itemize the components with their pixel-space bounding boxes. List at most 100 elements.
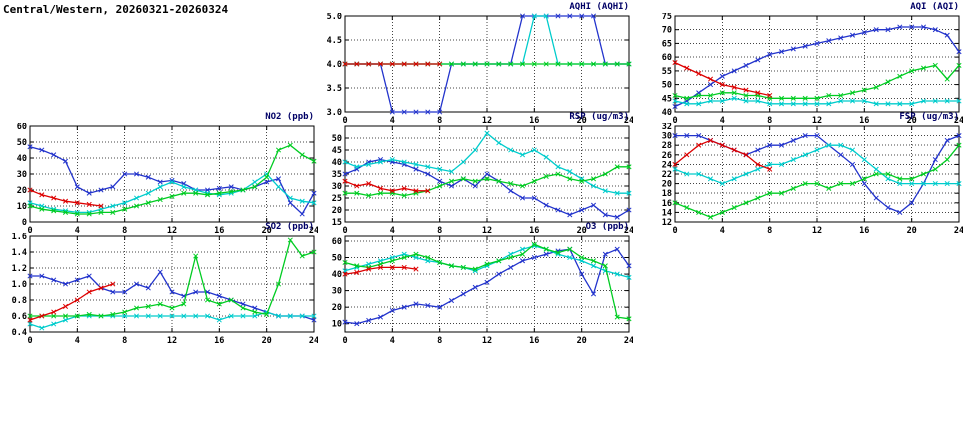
- svg-text:55: 55: [662, 67, 672, 77]
- svg-text:0: 0: [342, 116, 347, 125]
- svg-text:30: 30: [332, 287, 342, 297]
- svg-text:4: 4: [75, 226, 80, 235]
- svg-text:35: 35: [332, 170, 342, 180]
- plot-canvas: 40 45 50 55 60 65 70 75 0 4 8 12 16 20 24: [662, 13, 963, 125]
- svg-text:8: 8: [437, 116, 442, 125]
- svg-text:40: 40: [662, 108, 672, 118]
- svg-text:16: 16: [662, 199, 672, 209]
- plot-canvas: 3.0 3.5 4.0 4.5 5.0 0 4 8 12 16 20 24: [327, 13, 633, 125]
- svg-text:8: 8: [767, 226, 772, 235]
- svg-text:4: 4: [390, 336, 395, 345]
- so2-plot: 0.4 0.6 0.8 1.0 1.2 1.4 1.6 0 4 8 12 16 20 24: [2, 233, 318, 345]
- svg-text:4: 4: [720, 226, 725, 235]
- svg-text:60: 60: [332, 237, 342, 247]
- svg-text:1.0: 1.0: [12, 280, 27, 290]
- chart-no2: NO2 (ppb) 0 10 20 30 40 50 60 0 4 8 12 16 20 24: [2, 112, 318, 235]
- svg-text:0.4: 0.4: [12, 328, 27, 338]
- svg-text:24: 24: [309, 336, 318, 345]
- chart-title-no2: NO2 (ppb): [265, 112, 314, 122]
- plot-canvas: 0.4 0.6 0.8 1.0 1.2 1.4 1.6 0 4 8 12 16 20 24: [12, 233, 318, 345]
- chart-fsp: FSP (ug/m3) 12 14 16 18 20 22 24 26 28 30 32 0 4 8 12 1…: [647, 112, 963, 235]
- svg-text:12: 12: [482, 226, 492, 235]
- svg-text:45: 45: [332, 146, 342, 156]
- svg-text:8: 8: [437, 336, 442, 345]
- no2-plot: 0 10 20 30 40 50 60 0 4 8 12 16 20 24: [2, 123, 318, 235]
- svg-text:75: 75: [662, 13, 672, 22]
- svg-text:65: 65: [662, 39, 672, 49]
- chart-o3: O3 (ppb) 10 20 30 40 50 60 0 4 8 12 16 20 24: [317, 222, 633, 345]
- svg-text:0: 0: [672, 116, 677, 125]
- svg-text:20: 20: [907, 226, 917, 235]
- svg-text:4: 4: [75, 336, 80, 345]
- svg-text:24: 24: [662, 160, 672, 170]
- svg-text:0: 0: [342, 336, 347, 345]
- o3-plot: 10 20 30 40 50 60 0 4 8 12 16 20 24: [317, 233, 633, 345]
- svg-text:12: 12: [482, 336, 492, 345]
- svg-text:4: 4: [390, 116, 395, 125]
- chart-aqhi: AQHI (AQHI) 3.0 3.5 4.0 4.5 5.0 0 4 8 12 16 20 24: [317, 2, 633, 125]
- svg-text:32: 32: [662, 123, 672, 132]
- plot-canvas: 15 20 25 30 35 40 45 50 0 4 8 12 16 20 24: [332, 125, 633, 235]
- chart-rsp: RSP (ug/m3) 15 20 25 30 35 40 45 50 0 4 8 12 16 20 24: [317, 112, 633, 235]
- chart-title-aqhi: AQHI (AQHI): [569, 2, 629, 12]
- svg-text:0: 0: [27, 226, 32, 235]
- svg-text:60: 60: [662, 53, 672, 63]
- svg-text:16: 16: [529, 116, 539, 125]
- svg-text:12: 12: [482, 116, 492, 125]
- aqi-plot: 40 45 50 55 60 65 70 75 0 4 8 12 16 20 24: [647, 13, 963, 125]
- fsp-plot: 12 14 16 18 20 22 24 26 28 30 32 0 4 8 12 16 20 24: [647, 123, 963, 235]
- svg-text:4.5: 4.5: [327, 36, 342, 46]
- svg-text:24: 24: [624, 116, 633, 125]
- svg-text:16: 16: [529, 336, 539, 345]
- svg-text:12: 12: [167, 336, 177, 345]
- svg-text:70: 70: [662, 26, 672, 36]
- plot-canvas: 10 20 30 40 50 60 0 4 8 12 16 20 24: [332, 235, 633, 345]
- svg-text:8: 8: [122, 336, 127, 345]
- chart-title-so2: SO2 (ppb): [265, 222, 314, 232]
- svg-text:5.0: 5.0: [327, 13, 342, 22]
- svg-text:0: 0: [672, 226, 677, 235]
- svg-text:20: 20: [907, 116, 917, 125]
- svg-text:20: 20: [577, 116, 587, 125]
- svg-text:20: 20: [17, 186, 27, 196]
- svg-text:4.0: 4.0: [327, 60, 342, 70]
- aqhi-plot: 3.0 3.5 4.0 4.5 5.0 0 4 8 12 16 20 24: [317, 13, 633, 125]
- svg-text:4: 4: [390, 226, 395, 235]
- svg-text:3.0: 3.0: [327, 108, 342, 118]
- svg-text:3.5: 3.5: [327, 84, 342, 94]
- svg-text:12: 12: [167, 226, 177, 235]
- svg-text:20: 20: [262, 336, 272, 345]
- svg-text:20: 20: [662, 180, 672, 190]
- svg-text:20: 20: [332, 206, 342, 216]
- svg-text:1.4: 1.4: [12, 248, 27, 258]
- chart-title-o3: O3 (ppb): [585, 222, 629, 232]
- svg-text:8: 8: [767, 116, 772, 125]
- svg-text:20: 20: [577, 226, 587, 235]
- svg-text:24: 24: [624, 336, 633, 345]
- svg-text:40: 40: [332, 158, 342, 168]
- page-title: Central/Western, 20260321-20260324: [3, 3, 229, 16]
- svg-text:1.2: 1.2: [12, 264, 27, 274]
- svg-text:24: 24: [309, 226, 318, 235]
- svg-text:28: 28: [662, 141, 672, 151]
- svg-text:10: 10: [332, 320, 342, 330]
- svg-text:16: 16: [529, 226, 539, 235]
- svg-text:14: 14: [662, 208, 672, 218]
- chart-title-aqi: AQI (AQI): [910, 2, 959, 12]
- svg-text:12: 12: [812, 116, 822, 125]
- svg-text:8: 8: [437, 226, 442, 235]
- svg-text:10: 10: [17, 202, 27, 212]
- svg-text:45: 45: [662, 94, 672, 104]
- svg-text:60: 60: [17, 123, 27, 132]
- svg-text:50: 50: [662, 81, 672, 91]
- svg-text:20: 20: [332, 303, 342, 313]
- svg-text:16: 16: [859, 116, 869, 125]
- svg-text:0: 0: [22, 218, 27, 228]
- svg-text:24: 24: [954, 226, 963, 235]
- svg-text:50: 50: [332, 134, 342, 144]
- svg-text:18: 18: [662, 189, 672, 199]
- svg-text:40: 40: [332, 270, 342, 280]
- svg-text:24: 24: [624, 226, 633, 235]
- svg-text:0.6: 0.6: [12, 312, 27, 322]
